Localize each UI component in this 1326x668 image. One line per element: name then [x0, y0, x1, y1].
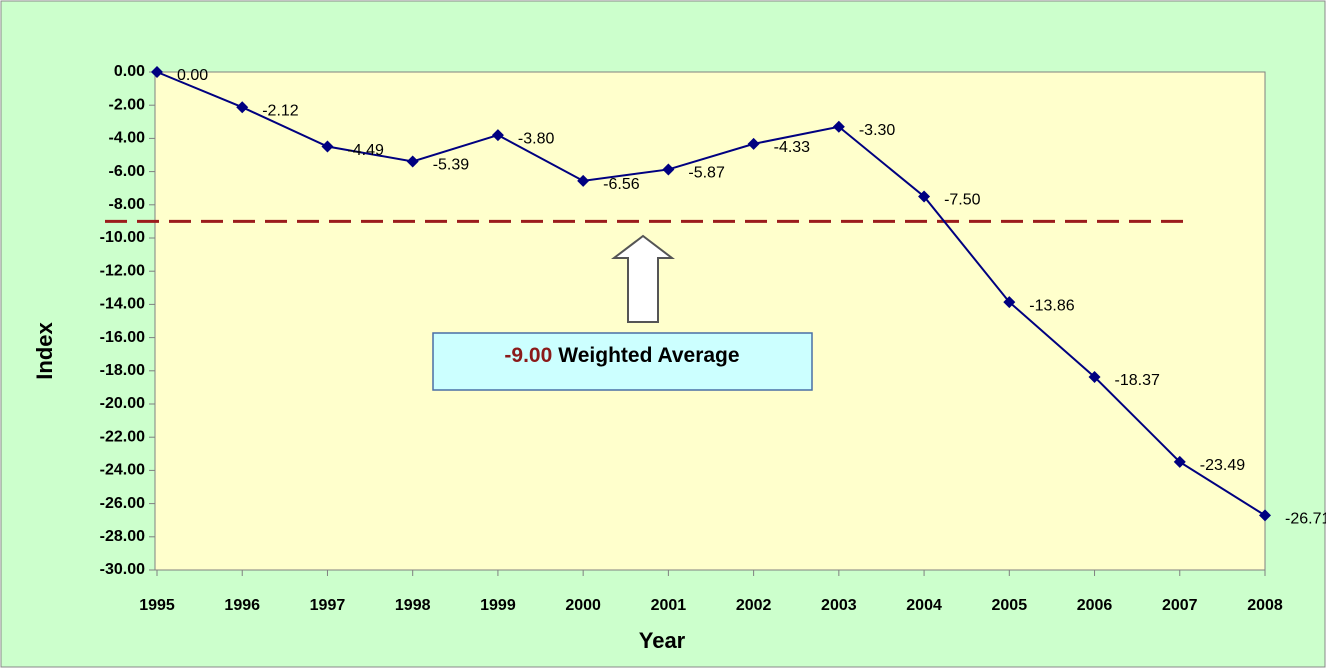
y-axis-title: Index	[32, 322, 57, 380]
y-tick-label: -30.00	[100, 561, 145, 578]
data-point	[747, 137, 760, 150]
data-point	[1003, 296, 1016, 309]
data-point	[491, 129, 504, 142]
data-label: -3.30	[859, 122, 896, 139]
y-tick-label: -18.00	[100, 362, 145, 379]
data-label: -7.50	[944, 192, 981, 209]
x-tick-label: 2006	[1077, 597, 1113, 614]
annotation-text: -9.00 Weighted Average	[504, 344, 739, 367]
data-label: -4.33	[774, 139, 811, 156]
y-tick-label: -20.00	[100, 395, 145, 412]
data-label: -6.56	[603, 176, 640, 193]
x-tick-label: 1999	[480, 597, 516, 614]
x-tick-label: 2003	[821, 597, 857, 614]
data-label: -18.37	[1115, 372, 1160, 389]
x-tick-label: 2000	[565, 597, 601, 614]
data-point	[321, 140, 334, 153]
y-tick-label: -2.00	[109, 96, 146, 113]
x-tick-label: 2001	[651, 597, 687, 614]
data-label: -4.49	[347, 142, 384, 159]
x-axis-title: Year	[639, 628, 686, 653]
x-tick-label: 2005	[992, 597, 1028, 614]
data-label: -5.87	[688, 165, 725, 182]
y-tick-label: -22.00	[100, 428, 145, 445]
y-tick-label: -12.00	[100, 262, 145, 279]
arrow	[611, 234, 675, 323]
data-point	[1088, 370, 1101, 383]
annotation-value: -9.00	[504, 344, 552, 367]
annotation-label: Weighted Average	[558, 344, 739, 367]
plot-area	[154, 71, 1266, 571]
data-label: 0.00	[177, 67, 208, 84]
x-tick-label: 1998	[395, 597, 431, 614]
data-point	[406, 155, 419, 168]
x-tick-label: 2007	[1162, 597, 1198, 614]
data-label: -13.86	[1029, 297, 1074, 314]
y-tick-label: -28.00	[100, 528, 145, 545]
annotation-box	[432, 332, 813, 391]
data-point	[918, 190, 931, 203]
data-point	[832, 120, 845, 133]
y-tick-label: -4.00	[109, 130, 146, 147]
y-tick-label: -14.00	[100, 296, 145, 313]
y-tick-label: -26.00	[100, 495, 145, 512]
data-label: -23.49	[1200, 457, 1245, 474]
data-label: -3.80	[518, 130, 555, 147]
data-point	[1173, 455, 1186, 468]
x-tick-label: 2008	[1247, 597, 1283, 614]
data-line	[156, 71, 1266, 517]
data-point	[577, 174, 590, 187]
x-tick-label: 1995	[139, 597, 175, 614]
y-tick-label: -8.00	[109, 196, 146, 213]
y-tick-label: 0.00	[114, 63, 145, 80]
data-label: -5.39	[433, 157, 470, 174]
data-point	[1259, 509, 1271, 522]
data-point	[151, 66, 163, 78]
x-tick-label: 2002	[736, 597, 772, 614]
x-tick-label: 1997	[310, 597, 346, 614]
x-tick-label: 2004	[906, 597, 942, 614]
data-label: -26.71	[1285, 511, 1326, 528]
data-label: -2.12	[262, 102, 299, 119]
data-point	[662, 163, 675, 176]
data-point	[236, 101, 249, 114]
arrow-shape	[611, 234, 675, 323]
x-tick-label: 1996	[224, 597, 260, 614]
y-tick-label: -16.00	[100, 329, 145, 346]
y-tick-label: -10.00	[100, 229, 145, 246]
y-tick-label: -6.00	[109, 163, 146, 180]
y-tick-label: -24.00	[100, 462, 145, 479]
